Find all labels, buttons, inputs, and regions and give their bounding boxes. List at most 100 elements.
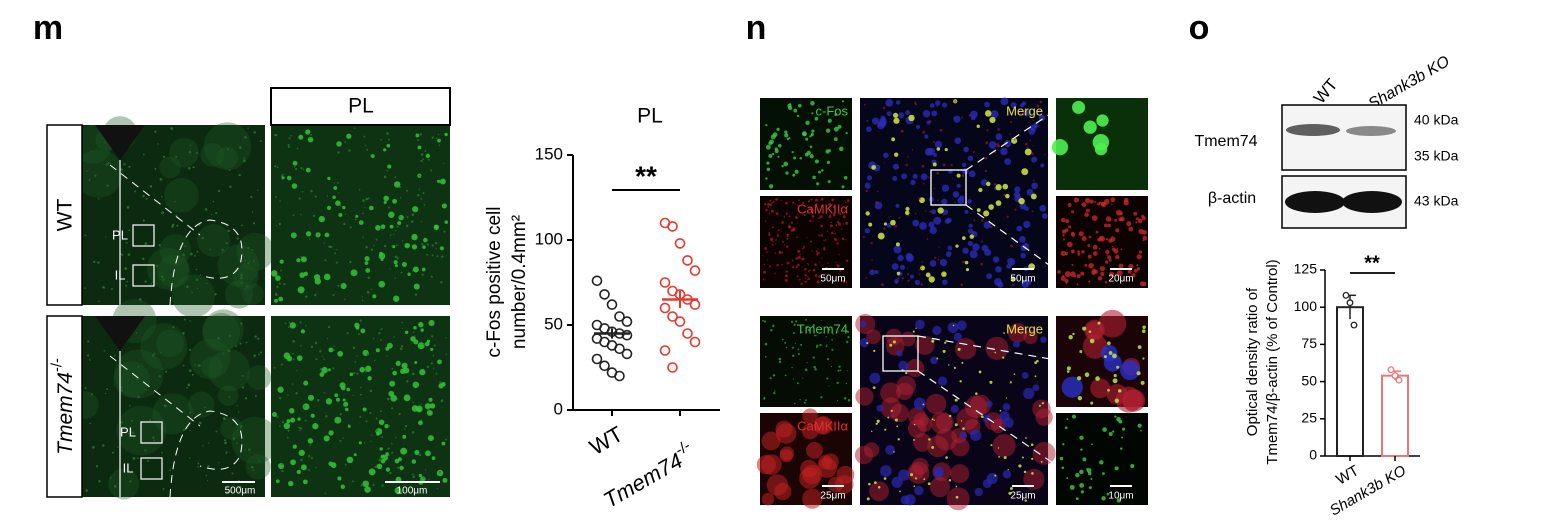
cell [841, 228, 843, 231]
cell [203, 406, 206, 409]
cell [305, 129, 311, 135]
blot [1281, 104, 1407, 171]
cell [1110, 197, 1116, 203]
cell [444, 220, 449, 224]
cell [761, 492, 775, 506]
cell [314, 278, 322, 285]
cell [796, 236, 799, 239]
cell [928, 221, 935, 228]
cell [768, 184, 774, 189]
cell [810, 209, 814, 213]
cell [1067, 241, 1073, 248]
cell [392, 198, 397, 204]
cell [380, 224, 386, 230]
cell [221, 249, 224, 252]
cell [398, 185, 401, 189]
cell [275, 479, 280, 484]
cell [793, 323, 796, 326]
cell [356, 355, 358, 357]
cell [929, 226, 937, 235]
cell [383, 148, 387, 152]
cell [1035, 408, 1053, 426]
cell [814, 415, 833, 435]
cell [314, 293, 317, 297]
cell [766, 259, 769, 261]
cell [781, 263, 783, 266]
cell [997, 128, 1001, 131]
cell [142, 194, 145, 198]
cell [942, 279, 948, 285]
cell [289, 322, 297, 329]
cell [1020, 252, 1026, 259]
cell [1069, 484, 1075, 490]
cell [768, 233, 771, 236]
cell [382, 457, 385, 460]
data-point [1395, 376, 1403, 384]
cell [831, 348, 834, 351]
cell [794, 320, 798, 323]
region-box [140, 457, 163, 480]
cell [859, 320, 867, 328]
cell [1005, 397, 1008, 399]
cell [365, 197, 369, 201]
cell [813, 365, 816, 369]
cell [337, 350, 344, 357]
cell [784, 341, 787, 344]
cell [140, 323, 188, 371]
cell [286, 175, 292, 181]
cell [90, 150, 93, 153]
cell [169, 137, 199, 168]
cell [422, 342, 426, 346]
cell [819, 215, 823, 219]
cell [281, 176, 285, 180]
cell [836, 221, 840, 224]
cell [962, 247, 969, 254]
cell [403, 394, 411, 402]
cell [433, 224, 440, 231]
cell [93, 260, 96, 264]
cell [1128, 263, 1134, 270]
zoom-box [882, 335, 919, 372]
cell [797, 324, 799, 326]
cell [764, 355, 767, 358]
cell [1090, 401, 1094, 405]
cell [251, 249, 254, 251]
cell [821, 204, 824, 207]
cell [797, 255, 801, 259]
cell [337, 151, 340, 154]
cell [914, 477, 917, 480]
cell [1010, 101, 1017, 108]
cell [994, 183, 997, 186]
cell [826, 377, 829, 380]
cell [792, 354, 795, 357]
cell [1079, 350, 1083, 354]
cell [911, 457, 929, 475]
cell [430, 347, 434, 351]
cell [197, 224, 231, 257]
cell [103, 142, 105, 144]
cell [898, 360, 909, 371]
cell [761, 431, 781, 451]
cell [431, 254, 434, 257]
cell [279, 259, 284, 264]
cell [411, 270, 414, 272]
cell [806, 325, 809, 328]
cell [1004, 158, 1012, 166]
cell [986, 473, 998, 485]
cell [1101, 496, 1106, 501]
cell [239, 147, 242, 150]
cell [839, 270, 842, 273]
cell [421, 273, 424, 276]
cell [303, 380, 309, 386]
cell [159, 234, 192, 266]
cell [1088, 235, 1092, 239]
cell [980, 179, 988, 186]
cell [356, 372, 359, 375]
cell [386, 355, 388, 357]
cell [777, 229, 780, 231]
cell [273, 366, 276, 369]
cell [126, 206, 130, 209]
cell [883, 152, 889, 159]
data-point [591, 275, 603, 287]
cell [913, 397, 926, 410]
